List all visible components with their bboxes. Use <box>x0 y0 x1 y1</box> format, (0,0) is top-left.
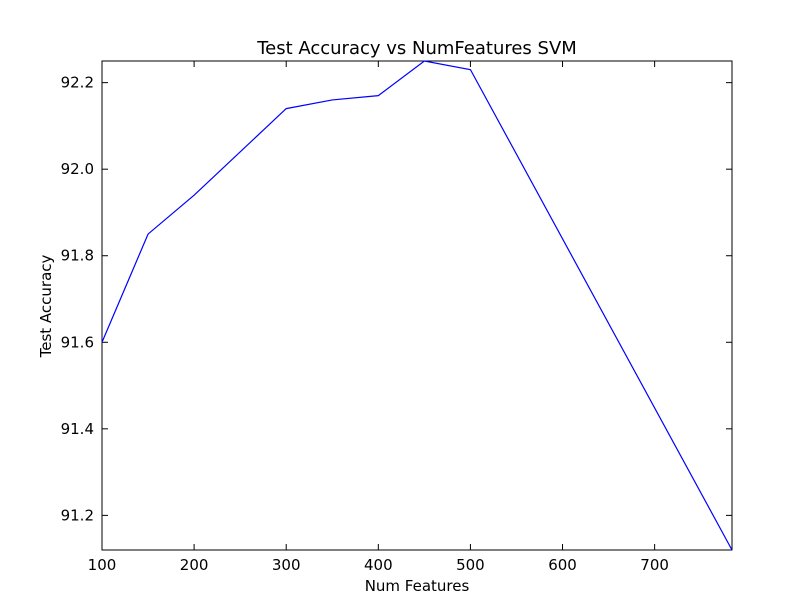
y-tick-label: 91.4 <box>61 420 94 438</box>
y-tick-label: 91.8 <box>61 247 94 265</box>
series-layer <box>101 60 733 551</box>
plot-area: 100 200 300 400 500 600 700 91.2 91.4 91.6 91.8 92… <box>61 60 733 574</box>
y-axis-label: Test Accuracy <box>37 254 55 358</box>
x-tick-label: 500 <box>456 556 485 574</box>
chart-title: Test Accuracy vs NumFeatures SVM <box>256 38 577 59</box>
y-tick-label: 92.2 <box>61 74 94 92</box>
y-tick-label: 91.6 <box>61 333 94 351</box>
y-tick-label: 91.2 <box>61 506 94 524</box>
x-tick-label: 600 <box>548 556 577 574</box>
plot-frame <box>101 60 733 551</box>
series-line <box>101 60 733 551</box>
x-tick-label: 200 <box>180 556 209 574</box>
x-tick-label: 100 <box>88 556 117 574</box>
x-tick-label: 300 <box>272 556 301 574</box>
y-axis-ticks: 91.2 91.4 91.6 91.8 92.0 92.2 <box>61 74 732 524</box>
x-axis-ticks: 100 200 300 400 500 600 700 <box>88 61 669 574</box>
x-tick-label: 400 <box>364 556 393 574</box>
y-tick-label: 92.0 <box>61 160 94 178</box>
x-tick-label: 700 <box>640 556 669 574</box>
x-axis-label: Num Features <box>365 577 470 595</box>
